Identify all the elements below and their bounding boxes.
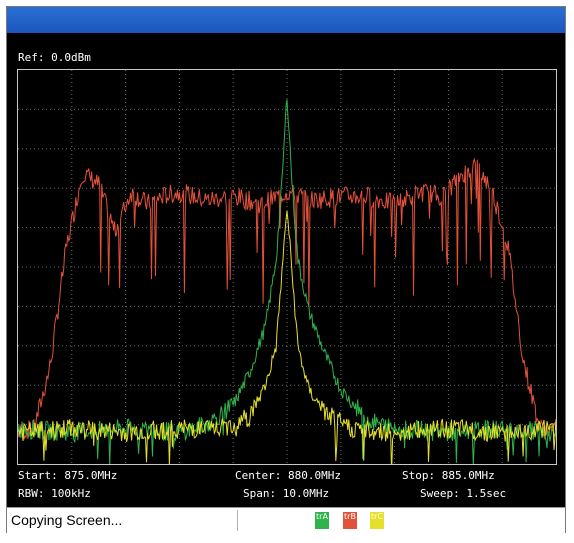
analyzer-window: Ref: 0.0dBm Start: 875.0MHz Center: 880.…	[6, 6, 566, 533]
plot-grid	[18, 70, 556, 464]
trace-line-trb	[18, 157, 556, 440]
trace-b-indicator[interactable]: trB	[343, 512, 357, 529]
center-frequency: Center: 880.0MHz	[235, 469, 341, 482]
ref-level-label: Ref: 0.0dBm	[18, 51, 91, 64]
trace-c-label: trC	[370, 512, 383, 521]
trace-a-label: trA	[316, 512, 328, 521]
spectrum-plot-svg	[18, 70, 556, 464]
rbw-readout: RBW: 100kHz	[18, 487, 91, 500]
trace-c-indicator[interactable]: trC	[370, 512, 384, 529]
status-divider	[237, 510, 238, 531]
status-message: Copying Screen...	[11, 512, 123, 528]
spectrum-plot	[17, 69, 557, 465]
trace-line-trc	[18, 210, 556, 464]
start-frequency: Start: 875.0MHz	[18, 469, 118, 482]
trace-b-label: trB	[344, 512, 356, 521]
title-bar	[7, 7, 565, 33]
trace-a-indicator[interactable]: trA	[315, 512, 329, 529]
span-readout: Span: 10.0MHz	[243, 487, 330, 500]
sweep-readout: Sweep: 1.5sec	[420, 487, 507, 500]
stop-frequency: Stop: 885.0MHz	[402, 469, 495, 482]
status-bar: Copying Screen... trA trB trC	[7, 507, 565, 533]
